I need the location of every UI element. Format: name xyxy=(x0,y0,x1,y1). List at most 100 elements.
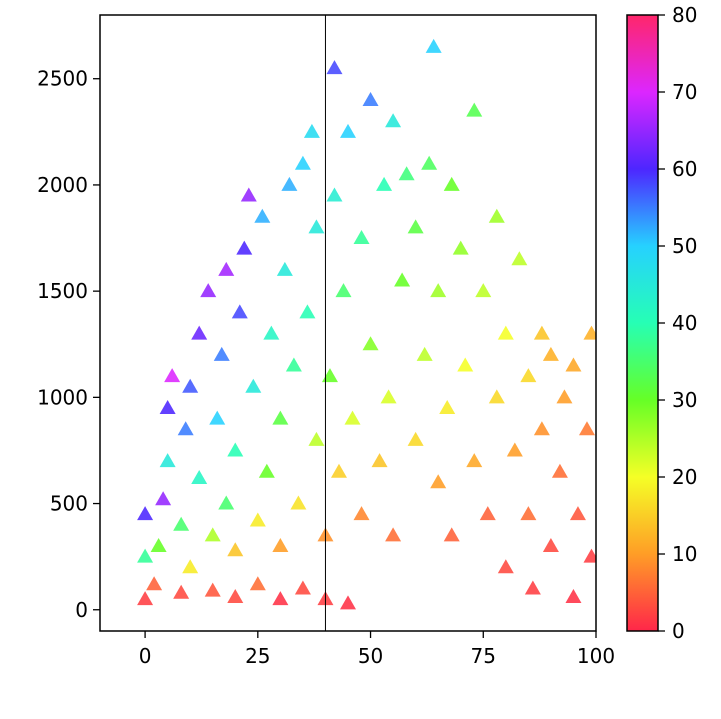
data-point xyxy=(150,538,167,553)
data-point xyxy=(385,113,402,128)
data-point xyxy=(533,421,550,436)
data-point xyxy=(231,304,248,319)
colorbar-tick-label: 0 xyxy=(672,619,685,643)
data-point xyxy=(285,357,302,372)
data-point xyxy=(272,591,289,606)
data-point xyxy=(556,389,573,404)
data-point xyxy=(173,584,190,599)
data-point xyxy=(551,463,568,478)
data-point xyxy=(488,389,505,404)
data-point xyxy=(182,378,199,393)
data-point xyxy=(475,283,492,298)
data-point xyxy=(362,91,379,106)
data-point xyxy=(511,251,528,266)
data-point xyxy=(330,463,347,478)
data-point xyxy=(376,176,393,191)
x-tick-label: 25 xyxy=(245,644,270,668)
data-point xyxy=(416,346,433,361)
colorbar-tick-label: 10 xyxy=(672,542,697,566)
data-point xyxy=(488,208,505,223)
data-point xyxy=(569,506,586,521)
data-point xyxy=(218,495,235,510)
data-point xyxy=(200,283,217,298)
x-tick-label: 0 xyxy=(139,644,152,668)
data-point xyxy=(457,357,474,372)
data-point xyxy=(394,272,411,287)
data-point xyxy=(263,325,280,340)
data-point xyxy=(173,516,190,531)
data-point xyxy=(506,442,523,457)
x-axis: 0 25 50 75 100 xyxy=(139,631,615,668)
y-axis: 0 500 1000 1500 2000 2500 xyxy=(37,67,100,622)
data-point xyxy=(398,166,415,181)
data-point xyxy=(303,123,320,138)
data-point xyxy=(497,325,514,340)
data-point xyxy=(308,219,325,234)
data-point xyxy=(294,580,311,595)
data-point xyxy=(227,542,244,557)
y-tick-label: 500 xyxy=(50,492,88,516)
data-point xyxy=(497,559,514,574)
data-point xyxy=(380,389,397,404)
colorbar-axis: 0 10 20 30 40 50 60 70 80 xyxy=(658,3,697,643)
data-point xyxy=(520,368,537,383)
data-point xyxy=(542,346,559,361)
colorbar-tick-label: 20 xyxy=(672,465,697,489)
data-point xyxy=(209,410,226,425)
colorbar-tick-label: 80 xyxy=(672,3,697,27)
data-point xyxy=(281,176,298,191)
data-point xyxy=(249,512,266,527)
data-point xyxy=(321,368,338,383)
data-point xyxy=(335,283,352,298)
data-point xyxy=(583,325,596,340)
data-point xyxy=(177,421,194,436)
data-point xyxy=(254,208,271,223)
y-tick-label: 0 xyxy=(75,598,88,622)
data-point xyxy=(340,123,356,138)
data-point xyxy=(439,399,456,414)
data-point xyxy=(249,576,266,591)
data-point xyxy=(236,240,253,255)
data-point xyxy=(583,548,596,563)
data-point xyxy=(294,155,311,170)
data-point xyxy=(407,431,424,446)
data-point xyxy=(578,421,595,436)
x-tick-label: 50 xyxy=(358,644,383,668)
data-point xyxy=(371,453,388,468)
data-point xyxy=(344,410,361,425)
data-point xyxy=(430,283,447,298)
colorbar-tick-label: 40 xyxy=(672,311,697,335)
y-tick-label: 1500 xyxy=(37,279,88,303)
data-point xyxy=(520,506,537,521)
plot-frame xyxy=(99,14,597,632)
data-point xyxy=(290,495,307,510)
data-point xyxy=(443,527,460,542)
data-point xyxy=(326,187,343,202)
data-point xyxy=(340,595,356,610)
data-point xyxy=(137,506,154,521)
data-point xyxy=(353,506,370,521)
colorbar-tick-label: 50 xyxy=(672,234,697,258)
data-point xyxy=(159,399,176,414)
data-point xyxy=(466,102,483,117)
data-point xyxy=(326,60,343,75)
data-point xyxy=(353,230,370,245)
data-point xyxy=(272,538,289,553)
data-points xyxy=(137,38,596,610)
x-tick-label: 75 xyxy=(471,644,496,668)
data-point xyxy=(565,589,582,604)
colorbar-tick-label: 70 xyxy=(672,80,697,104)
data-point xyxy=(218,261,235,276)
colorbar-tick-label: 30 xyxy=(672,388,697,412)
data-point xyxy=(164,368,181,383)
data-point xyxy=(159,453,176,468)
data-point xyxy=(227,589,244,604)
x-tick-label: 100 xyxy=(577,644,615,668)
y-tick-label: 2000 xyxy=(37,173,88,197)
data-point xyxy=(191,470,208,485)
data-point xyxy=(308,431,325,446)
data-point xyxy=(425,38,442,53)
data-point xyxy=(245,378,262,393)
data-point xyxy=(362,336,379,351)
colorbar-tick-label: 60 xyxy=(672,157,697,181)
